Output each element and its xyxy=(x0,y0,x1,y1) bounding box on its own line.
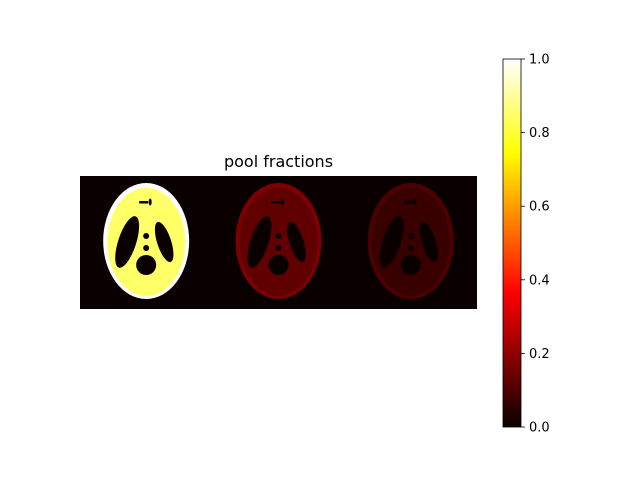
small-dot-lower xyxy=(407,245,414,251)
colorbar-tick-label: 0.6 xyxy=(529,200,550,215)
right-ventricle-ellipse xyxy=(419,221,439,263)
right-ventricle-ellipse xyxy=(154,221,174,263)
colorbar-tick-label: 0.0 xyxy=(529,421,550,436)
top-dot-mark xyxy=(413,198,417,206)
colorbar-tick-label: 0.4 xyxy=(529,273,550,288)
colorbar: 0.0 0.2 0.4 0.6 0.8 1.0 xyxy=(502,53,550,436)
bottom-circle xyxy=(268,255,289,275)
small-dot-lower xyxy=(275,245,282,251)
small-dot-upper xyxy=(275,233,282,239)
phantom-panel-1 xyxy=(103,183,190,299)
bottom-circle xyxy=(400,255,421,275)
left-ventricle-ellipse xyxy=(115,216,140,268)
top-bar-mark xyxy=(271,201,281,204)
phantom-body xyxy=(239,188,318,296)
colorbar-tick-label: 0.2 xyxy=(529,347,550,362)
small-dot-upper xyxy=(143,233,150,239)
top-dot-mark xyxy=(148,198,152,206)
phantom-body xyxy=(371,188,450,296)
top-bar-mark xyxy=(139,201,149,204)
phantom-panels xyxy=(103,183,454,299)
phantom-panel-3 xyxy=(367,183,454,299)
bottom-circle xyxy=(136,255,157,275)
phantom-body xyxy=(107,188,186,296)
top-dot-mark xyxy=(281,198,284,206)
phantom-panel-2 xyxy=(235,183,322,299)
top-bar-mark xyxy=(403,201,413,204)
colorbar-gradient xyxy=(502,58,522,428)
small-dot-lower xyxy=(143,245,150,251)
colorbar-tick-label: 1.0 xyxy=(529,53,550,68)
left-ventricle-ellipse xyxy=(379,216,404,268)
colorbar-ticks: 0.0 0.2 0.4 0.6 0.8 1.0 xyxy=(521,53,550,436)
small-dot-upper xyxy=(407,233,414,239)
chart-title: pool fractions xyxy=(224,152,333,171)
left-ventricle-ellipse xyxy=(247,216,272,268)
colorbar-tick-label: 0.8 xyxy=(529,126,550,141)
right-ventricle-ellipse xyxy=(287,221,306,263)
image-axes xyxy=(80,176,477,309)
